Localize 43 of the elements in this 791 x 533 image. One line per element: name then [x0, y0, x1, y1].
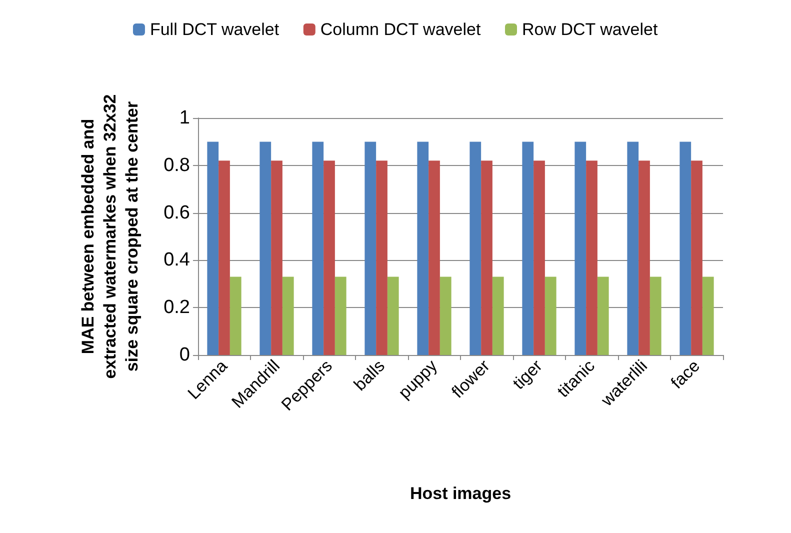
x-tick-label: tiger	[509, 356, 546, 394]
bar	[574, 142, 586, 355]
x-tick-label: face	[667, 356, 704, 392]
bar	[271, 160, 282, 355]
y-tick-label: 0.6	[164, 202, 190, 224]
bar	[312, 142, 324, 355]
bar	[364, 142, 376, 355]
y-tick-label: 0	[179, 344, 190, 366]
y-tick-label: 0.8	[164, 154, 190, 176]
bar	[638, 160, 650, 355]
bar	[534, 160, 545, 355]
bar	[428, 160, 440, 355]
bar	[376, 160, 388, 355]
bar	[440, 276, 452, 355]
bar	[207, 142, 219, 355]
bar	[492, 276, 504, 355]
y-axis-title: MAE between embedded and extracted watermarkes when 32x32 size square cropped at the center	[78, 94, 142, 379]
bar	[218, 160, 230, 355]
y-tick-label: 1	[179, 108, 190, 128]
bar	[481, 160, 492, 355]
bar	[470, 142, 482, 355]
legend-label: Row DCT wavelet	[522, 20, 658, 39]
bar	[260, 142, 272, 355]
bar	[282, 276, 294, 355]
bar	[702, 276, 714, 355]
legend-label: Full DCT wavelet	[150, 20, 280, 39]
bar	[586, 160, 598, 355]
bar	[334, 276, 346, 355]
bar	[417, 142, 429, 355]
bar	[627, 142, 639, 355]
y-tick-label: 0.4	[164, 250, 190, 271]
legend-label: Column DCT wavelet	[320, 20, 481, 39]
bar	[522, 142, 534, 355]
bar	[680, 142, 692, 355]
bar	[387, 276, 399, 355]
bar	[597, 276, 609, 355]
x-axis-title: Host images	[410, 484, 512, 503]
bar	[650, 276, 662, 355]
bar	[544, 276, 556, 355]
bar	[324, 160, 335, 355]
y-tick-label: 0.2	[164, 297, 190, 318]
bar	[691, 160, 702, 355]
bar	[230, 276, 242, 355]
